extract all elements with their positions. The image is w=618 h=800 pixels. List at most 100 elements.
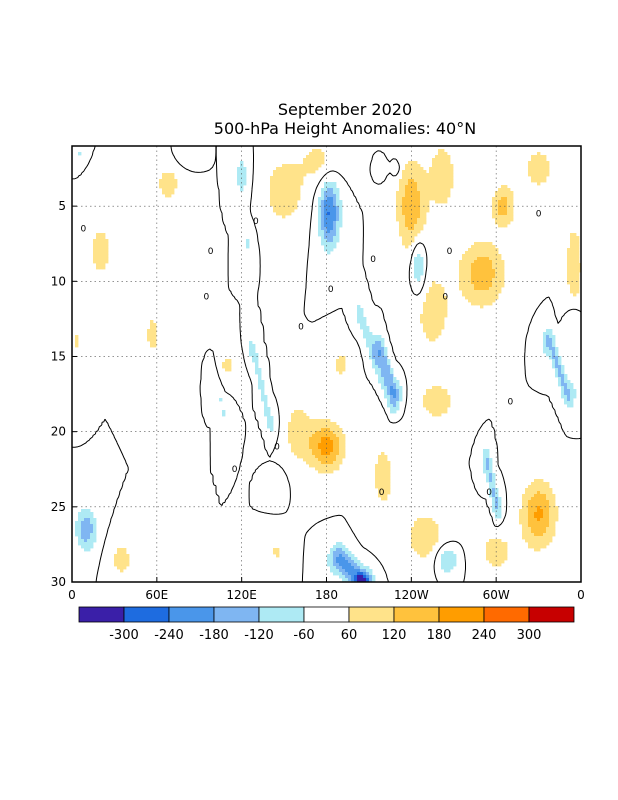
field-cell	[411, 191, 415, 195]
field-cell	[222, 413, 226, 417]
field-cell	[393, 377, 397, 381]
field-cell	[414, 533, 418, 537]
field-cell	[84, 542, 88, 546]
field-cell	[447, 182, 451, 186]
field-cell	[432, 332, 436, 336]
field-cell	[510, 197, 514, 201]
field-cell	[333, 467, 337, 471]
field-cell	[555, 356, 559, 360]
field-cell	[339, 446, 343, 450]
field-cell	[543, 344, 547, 348]
field-cell	[150, 338, 154, 342]
field-cell	[492, 539, 496, 543]
field-cell	[462, 266, 466, 270]
field-cell	[444, 407, 448, 411]
field-cell	[468, 272, 472, 276]
field-cell	[381, 365, 385, 369]
field-cell	[528, 167, 532, 171]
field-cell	[411, 221, 415, 225]
field-cell	[270, 176, 274, 180]
field-cell	[336, 467, 340, 471]
field-cell	[324, 182, 328, 186]
field-cell	[387, 389, 391, 393]
field-cell	[546, 518, 550, 522]
field-cell	[315, 431, 319, 435]
field-cell	[318, 470, 322, 474]
field-cell	[285, 173, 289, 177]
field-cell	[339, 449, 343, 453]
field-cell	[318, 149, 322, 153]
field-cell	[315, 422, 319, 426]
field-cell	[429, 410, 433, 414]
field-cell	[531, 482, 535, 486]
field-cell	[288, 440, 292, 444]
field-cell	[432, 188, 436, 192]
field-cell	[381, 479, 385, 483]
field-cell	[438, 323, 442, 327]
field-cell	[537, 527, 541, 531]
field-cell	[438, 197, 442, 201]
field-cell	[549, 521, 553, 525]
field-cell	[306, 161, 310, 165]
field-cell	[432, 197, 436, 201]
field-cell	[375, 479, 379, 483]
field-cell	[543, 347, 547, 351]
field-cell	[543, 158, 547, 162]
field-cell	[492, 485, 496, 489]
field-cell	[315, 440, 319, 444]
field-cell	[303, 455, 307, 459]
field-cell	[501, 557, 505, 561]
field-cell	[285, 179, 289, 183]
field-cell	[414, 194, 418, 198]
field-cell	[174, 179, 178, 183]
field-cell	[498, 215, 502, 219]
field-cell	[531, 527, 535, 531]
field-cell	[303, 158, 307, 162]
field-cell	[507, 197, 511, 201]
colorbar-label: 240	[472, 628, 497, 643]
field-cell	[450, 164, 454, 168]
field-cell	[369, 572, 373, 576]
field-cell	[429, 521, 433, 525]
field-cell	[264, 407, 268, 411]
field-cell	[306, 158, 310, 162]
field-cell	[492, 272, 496, 276]
field-cell	[312, 152, 316, 156]
field-cell	[336, 452, 340, 456]
field-cell	[489, 560, 493, 564]
field-cell	[489, 545, 493, 549]
field-cell	[444, 152, 448, 156]
field-cell	[552, 365, 556, 369]
field-cell	[165, 188, 169, 192]
field-cell	[570, 257, 574, 261]
field-cell	[291, 176, 295, 180]
field-cell	[486, 275, 490, 279]
field-cell	[546, 506, 550, 510]
field-cell	[297, 449, 301, 453]
field-cell	[327, 419, 331, 423]
field-cell	[441, 407, 445, 411]
field-cell	[531, 485, 535, 489]
field-cell	[495, 194, 499, 198]
field-cell	[477, 269, 481, 273]
field-cell	[228, 359, 232, 363]
field-cell	[285, 182, 289, 186]
field-cell	[549, 335, 553, 339]
field-cell	[411, 527, 415, 531]
field-cell	[474, 278, 478, 282]
field-cell	[492, 497, 496, 501]
field-cell	[357, 308, 361, 312]
field-cell	[321, 446, 325, 450]
field-cell	[534, 176, 538, 180]
field-cell	[573, 281, 577, 285]
field-cell	[96, 239, 100, 243]
field-cell	[414, 164, 418, 168]
field-cell	[294, 410, 298, 414]
field-cell	[492, 506, 496, 510]
field-cell	[339, 434, 343, 438]
field-cell	[420, 554, 424, 558]
field-cell	[507, 209, 511, 213]
field-cell	[486, 254, 490, 258]
field-cell	[441, 167, 445, 171]
field-cell	[525, 515, 529, 519]
